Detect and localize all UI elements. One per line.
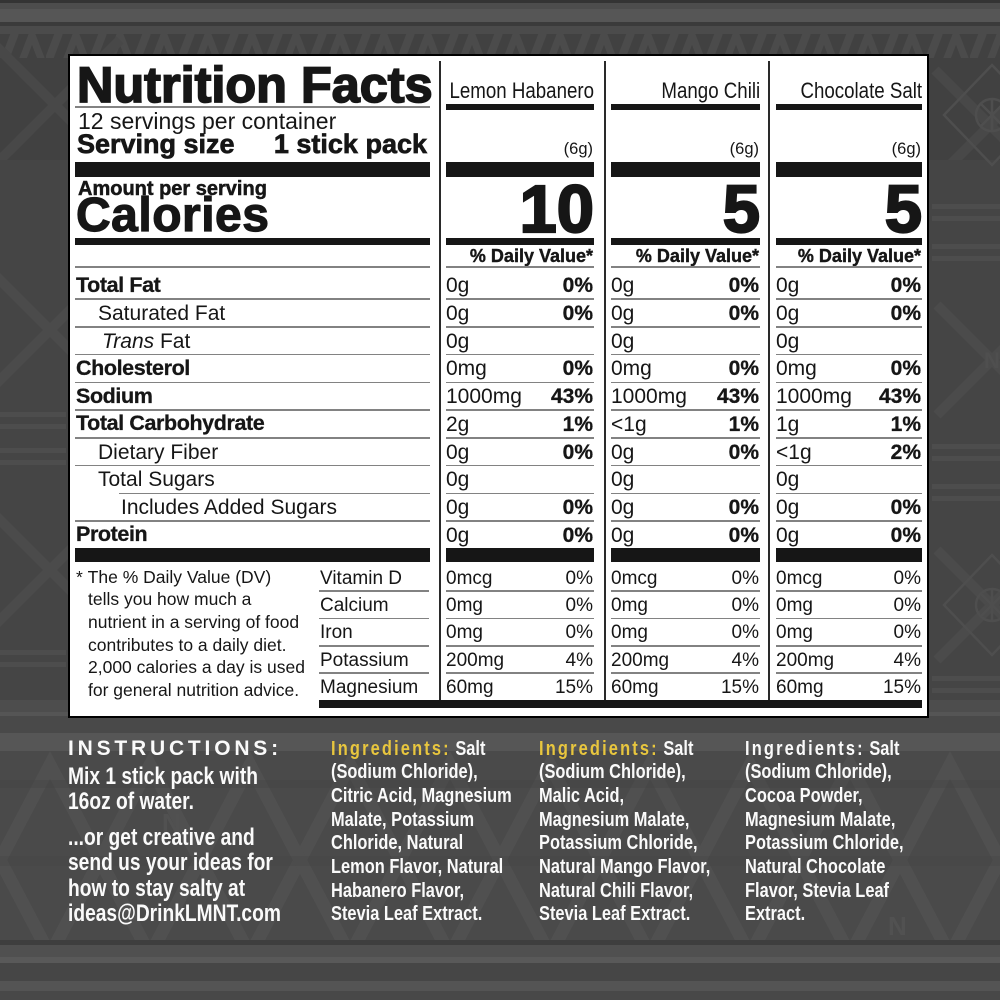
svg-text:N: N <box>888 911 907 941</box>
svg-text:N: N <box>984 348 1000 373</box>
svg-text:N: N <box>162 808 181 838</box>
